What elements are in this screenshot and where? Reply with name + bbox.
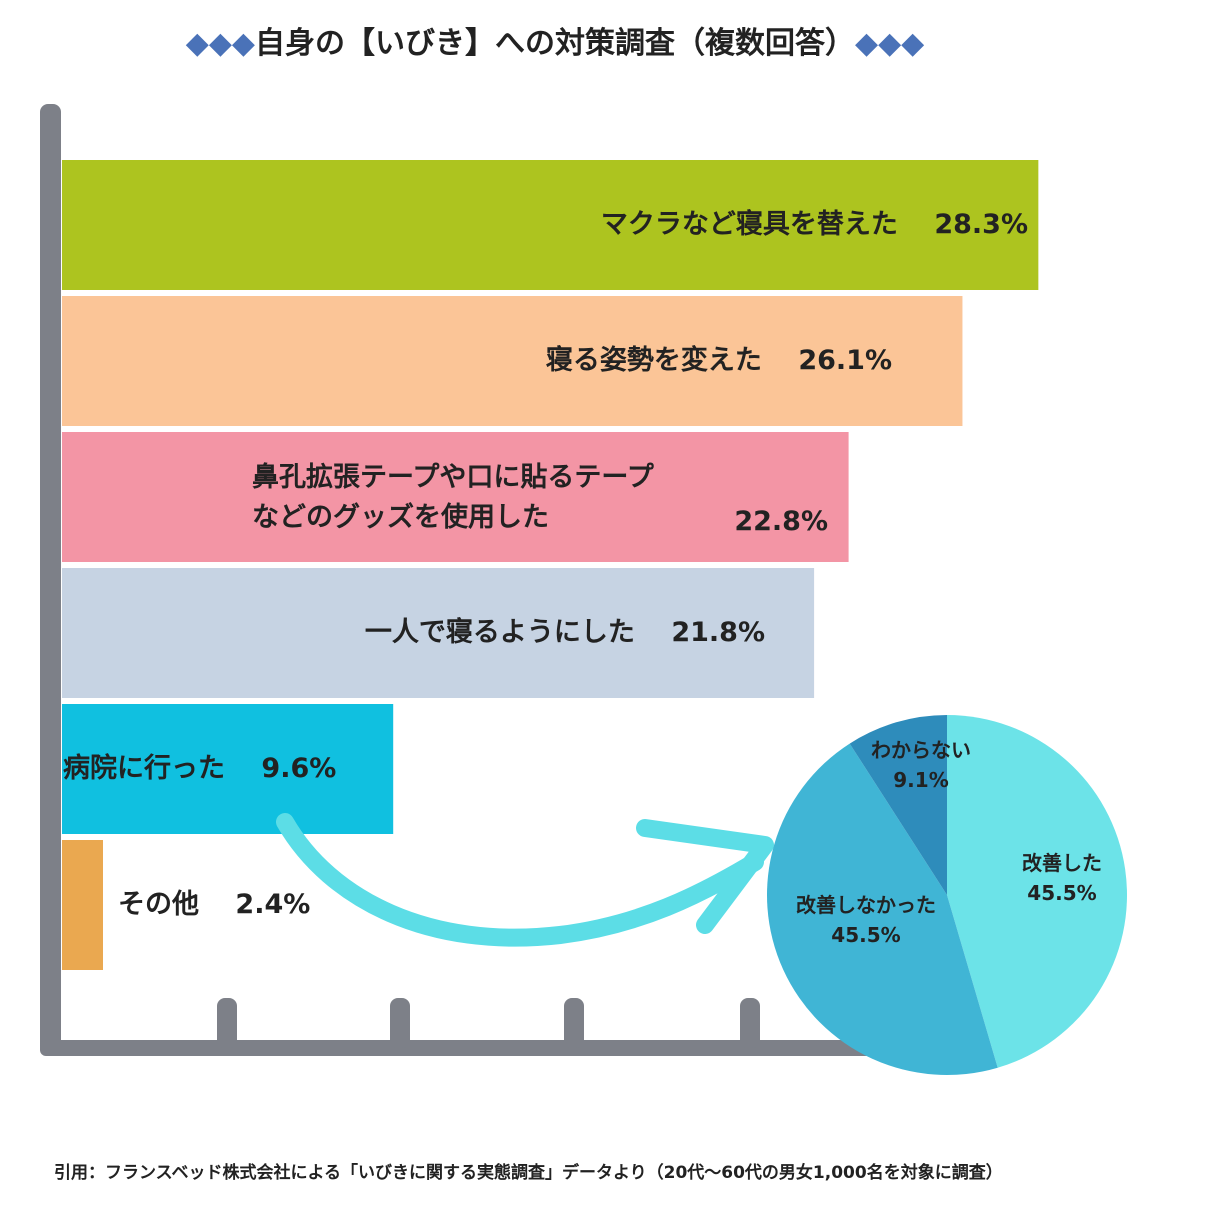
bar: [62, 296, 963, 426]
arrow-head: [636, 819, 774, 934]
x-axis-tick: [564, 998, 584, 1048]
bar-label: その他 2.4%: [118, 885, 310, 925]
diamond-decoration: ◆◆◆: [855, 26, 925, 61]
bar-category-label: 一人で寝るようにした: [364, 617, 635, 648]
pie-category-label: 改善しなかった: [796, 893, 936, 917]
bar-label: 寝る姿勢を変えた 26.1%: [546, 341, 892, 381]
bar-label: 一人で寝るようにした 21.8%: [365, 613, 765, 653]
title-text: 自身の【いびき】への対策調査（複数回答）: [255, 26, 855, 61]
page-title: ◆◆◆自身の【いびき】への対策調査（複数回答）◆◆◆: [0, 18, 1110, 62]
pie-value-label: 45.5%: [831, 923, 901, 947]
bar-value-label: 9.6%: [261, 753, 337, 784]
x-axis-tick: [390, 998, 410, 1048]
pie-slice: [849, 715, 947, 895]
x-axis: [40, 1040, 880, 1056]
bar: [62, 704, 394, 834]
pie-slice-label: 改善した 45.5%: [972, 848, 1152, 908]
pie-category-label: 改善した: [1022, 851, 1102, 875]
bar-category-label: 鼻孔拡張テープや口に貼るテープ などのグッズを使用した: [252, 462, 654, 533]
pie-category-label: わからない: [871, 738, 971, 762]
chart-axis: [40, 104, 880, 1056]
bar-value-label: 21.8%: [671, 617, 765, 648]
bar: [62, 432, 849, 562]
arrow-curve: [276, 813, 764, 947]
pie-slice-label: わからない 9.1%: [831, 735, 1011, 795]
bar-value-label: 22.8%: [734, 506, 828, 537]
y-axis: [40, 104, 61, 1056]
bar-label: 病院に行った 9.6%: [63, 749, 336, 789]
bar-category-label: 寝る姿勢を変えた: [545, 345, 762, 376]
diamond-decoration: ◆◆◆: [185, 26, 255, 61]
pie-group: [766, 715, 1128, 1075]
x-axis-tick: [740, 998, 760, 1048]
bar: [62, 568, 815, 698]
bar-category-label: その他: [118, 889, 199, 920]
bar-value-label: 2.4%: [235, 889, 311, 920]
pie-value-label: 9.1%: [893, 768, 949, 792]
pie-slice: [947, 715, 1128, 1068]
bar-group: [62, 160, 1039, 970]
x-axis-tick: [217, 998, 237, 1048]
bar: [62, 840, 103, 970]
pie-slice-label: 改善しなかった 45.5%: [776, 890, 956, 950]
bar: [62, 160, 1039, 290]
bar-label: マクラなど寝具を替えた 28.3%: [601, 205, 1028, 245]
chart-canvas: [40, 104, 1128, 1075]
bar-category-label: マクラなど寝具を替えた: [600, 209, 898, 240]
pie-value-label: 45.5%: [1027, 881, 1097, 905]
pie-slice: [766, 743, 998, 1075]
source-footnote: 引用：フランスベッド株式会社による「いびきに関する実態調査」データより（20代〜…: [54, 1163, 1003, 1183]
bar-category-label: 病院に行った: [63, 753, 225, 784]
bar-value-label: 28.3%: [934, 209, 1028, 240]
bar-value-label: 26.1%: [798, 345, 892, 376]
